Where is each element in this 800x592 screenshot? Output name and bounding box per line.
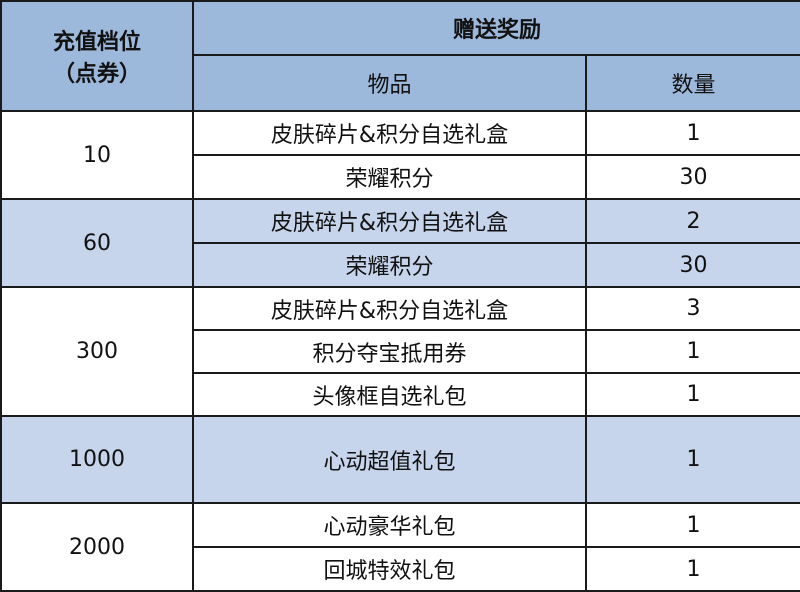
table-row: 10 皮肤碎片&积分自选礼盒 1 [0,110,800,200]
reward-qty-cell: 30 [584,242,800,288]
table-row: 300 皮肤碎片&积分自选礼盒 3 [0,286,800,417]
reward-qty-cell: 1 [584,546,800,592]
qty-column-header: 数量 [584,54,800,112]
tier-amount-cell: 10 [0,110,194,200]
reward-qty-cell: 1 [584,329,800,374]
reward-qty-cell: 30 [584,154,800,200]
table-row: 积分夺宝抵用券 1 [1,329,800,374]
tier-header-line1: 充值档位 [52,30,141,55]
reward-item-cell: 心动豪华礼包 [192,502,587,548]
reward-item-cell: 积分夺宝抵用券 [192,329,587,374]
item-column-header: 物品 [192,54,587,112]
reward-item-cell: 皮肤碎片&积分自选礼盒 [192,198,587,244]
reward-qty-cell: 1 [584,502,800,548]
reward-qty-cell: 1 [584,372,800,417]
reward-qty-cell: 3 [584,286,800,331]
reward-item-cell: 回城特效礼包 [192,546,587,592]
reward-item-cell: 荣耀积分 [192,242,587,288]
reward-qty-cell: 2 [584,198,800,244]
reward-qty-cell: 1 [584,415,800,504]
reward-group-header: 赠送奖励 [191,0,800,56]
reward-item-cell: 荣耀积分 [192,154,587,200]
reward-item-cell: 皮肤碎片&积分自选礼盒 [192,286,587,331]
table-row: 回城特效礼包 1 [1,546,800,592]
tier-amount-cell: 300 [0,286,194,417]
tier-amount-cell: 1000 [0,415,194,504]
reward-item-cell: 皮肤碎片&积分自选礼盒 [192,110,587,156]
reward-item-cell: 头像框自选礼包 [192,372,587,417]
tier-column-header: 充值档位 （点券） [0,0,194,112]
table-row: 1000 心动超值礼包 1 [0,415,800,504]
tier-amount-cell: 60 [0,198,194,288]
reward-qty-cell: 1 [584,110,800,156]
tier-amount-cell: 2000 [0,502,194,592]
table-row: 60 皮肤碎片&积分自选礼盒 2 [0,198,800,288]
reward-item-cell: 心动超值礼包 [192,415,587,504]
table-row: 荣耀积分 30 [1,242,800,288]
tier-header-line2: （点券） [52,62,141,87]
table-row: 2000 心动豪华礼包 1 [0,502,800,592]
table-row: 荣耀积分 30 [1,154,800,200]
